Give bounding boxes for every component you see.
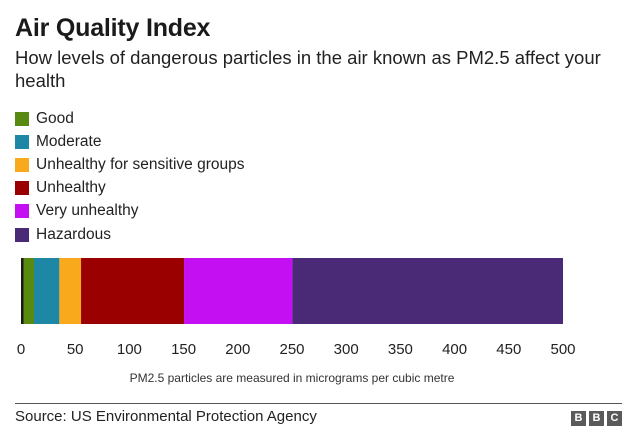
legend-swatch xyxy=(15,134,29,149)
bbc-logo-letter: B xyxy=(589,411,604,426)
legend-swatch xyxy=(15,227,29,242)
legend-swatch xyxy=(15,181,29,196)
x-tick-label: 400 xyxy=(442,341,467,358)
bar-segment-good xyxy=(23,258,35,324)
zero-baseline xyxy=(21,258,24,324)
legend-swatch xyxy=(15,111,29,126)
legend-label: Unhealthy for sensitive groups xyxy=(36,155,245,173)
x-tick-label: 150 xyxy=(171,341,196,358)
x-tick-label: 200 xyxy=(225,341,250,358)
legend-item: Unhealthy xyxy=(15,177,245,200)
x-tick-label: 50 xyxy=(67,341,84,358)
bar-segment-unhealthy-for-sensitive-groups xyxy=(59,258,82,324)
x-tick-label: 300 xyxy=(334,341,359,358)
legend-label: Good xyxy=(36,109,74,127)
bar-segment-moderate xyxy=(34,258,60,324)
bbc-logo-letter: B xyxy=(571,411,586,426)
x-tick-label: 100 xyxy=(117,341,142,358)
bar-segment-unhealthy xyxy=(81,258,185,324)
legend-swatch xyxy=(15,204,29,219)
chart-subtitle: How levels of dangerous particles in the… xyxy=(15,47,601,91)
x-tick-label: 350 xyxy=(388,341,413,358)
bar-segment-very-unhealthy xyxy=(184,258,293,324)
source-divider xyxy=(15,403,622,404)
x-tick-label: 0 xyxy=(17,341,25,358)
bbc-logo: B B C xyxy=(571,411,622,426)
x-tick-label: 250 xyxy=(279,341,304,358)
bar-segment-hazardous xyxy=(292,258,563,324)
x-axis-label: PM2.5 particles are measured in microgra… xyxy=(130,371,455,385)
bbc-logo-letter: C xyxy=(607,411,622,426)
x-tick-label: 450 xyxy=(496,341,521,358)
legend-label: Moderate xyxy=(36,132,102,150)
legend-label: Very unhealthy xyxy=(36,202,139,220)
legend-label: Hazardous xyxy=(36,225,111,243)
chart: 0 50 100 150 200 250 300 350 400 450 500 PM2.5 part… xyxy=(17,258,576,385)
chart-title: Air Quality Index xyxy=(15,14,211,42)
x-tick-label: 500 xyxy=(550,341,575,358)
legend-item: Very unhealthy xyxy=(15,200,245,223)
legend-item: Good xyxy=(15,107,245,130)
legend-label: Unhealthy xyxy=(36,179,106,197)
legend-swatch xyxy=(15,157,29,172)
legend-item: Moderate xyxy=(15,130,245,153)
legend-item: Unhealthy for sensitive groups xyxy=(15,153,245,176)
legend-item: Hazardous xyxy=(15,223,245,246)
legend: Good Moderate Unhealthy for sensitive grou… xyxy=(15,107,245,246)
source-note: Source: US Environmental Protection Agen… xyxy=(15,408,317,425)
